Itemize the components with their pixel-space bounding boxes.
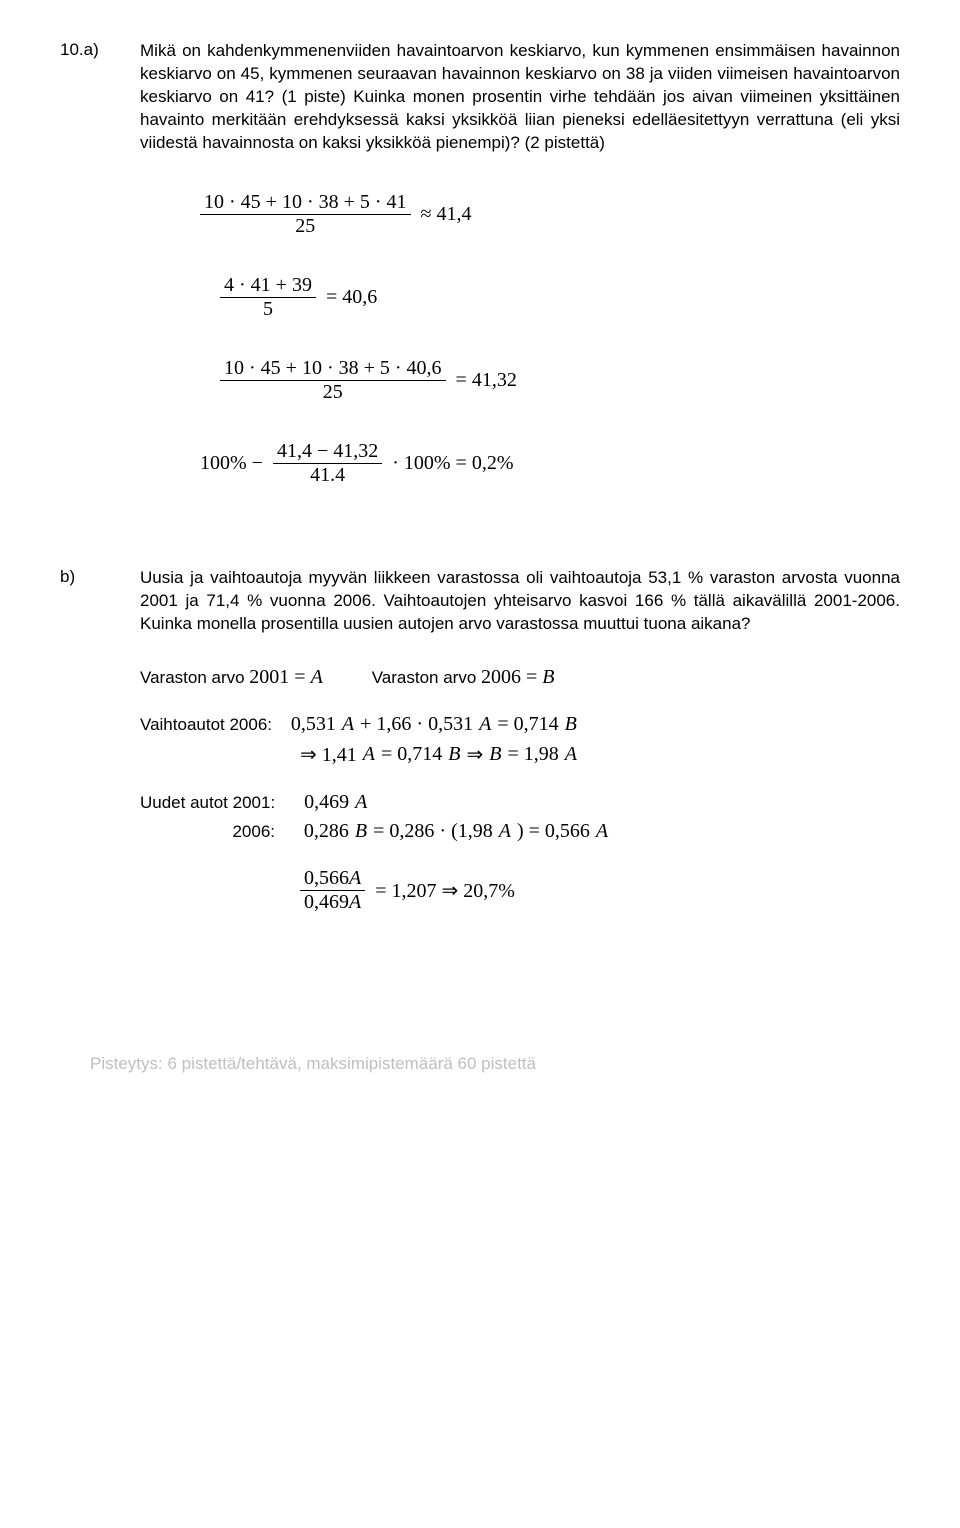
q10b-label: b) bbox=[60, 567, 100, 636]
q10b-uudet2: 2006: 0,286B = 0,286 · (1,98A) = 0,566A bbox=[140, 820, 900, 843]
vaihto-label: Vaihtoautot 2006: bbox=[140, 715, 272, 734]
uudet2-label: 2006: bbox=[140, 822, 275, 842]
uudet-label: Uudet autot 2001: bbox=[140, 793, 275, 812]
q10a-eq1: 10 · 45 + 10 · 38 + 5 · 41 25 ≈ 41,4 bbox=[140, 191, 900, 238]
q10a-eq3: 10 · 45 + 10 · 38 + 5 · 40,6 25 = 41,32 bbox=[140, 357, 900, 404]
footer-cutoff: Pisteytys: 6 pistettä/tehtävä, maksimipi… bbox=[90, 1054, 900, 1074]
q10a-label: 10.a) bbox=[60, 40, 140, 155]
q10b-uudet: Uudet autot 2001: 0,469A bbox=[140, 791, 900, 814]
varasto-a-eq: 2001 = A bbox=[249, 666, 323, 689]
q10b-row: b) Uusia ja vaihtoautoja myyvän liikkeen… bbox=[60, 567, 900, 636]
eq3-den: 25 bbox=[220, 381, 446, 404]
q10b-varasto: Varaston arvo 2001 = A Varaston arvo 200… bbox=[140, 666, 900, 689]
uudet2-eq: 0,286B = 0,286 · (1,98A) = 0,566A bbox=[304, 820, 608, 843]
final-rhs: = 1,207 ⇒ 20,7% bbox=[375, 878, 515, 903]
final-num: 0,566A bbox=[300, 867, 365, 891]
final-den: 0,469A bbox=[300, 891, 365, 914]
q10a-text: Mikä on kahdenkymmenenviiden havaintoarv… bbox=[140, 40, 900, 155]
q10b-vaihto: Vaihtoautot 2006: 0,531A + 1,66 · 0,531A… bbox=[140, 713, 900, 736]
eq3-num: 10 · 45 + 10 · 38 + 5 · 40,6 bbox=[220, 357, 446, 381]
varasto-b-eq: 2006 = B bbox=[481, 666, 555, 689]
q10a-eq2: 4 · 41 + 39 5 = 40,6 bbox=[140, 274, 900, 321]
vaihto2-eq: ⇒ 1,41A = 0,714B ⇒ B = 1,98A bbox=[300, 742, 577, 767]
q10b-vaihto2: ⇒ 1,41A = 0,714B ⇒ B = 1,98A bbox=[300, 742, 900, 767]
eq1-approx: ≈ 41,4 bbox=[421, 203, 472, 226]
vaihto-eq: 0,531A + 1,66 · 0,531A = 0,714B bbox=[291, 713, 577, 736]
eq1-den: 25 bbox=[200, 215, 411, 238]
eq4-num: 41,4 − 41,32 bbox=[273, 440, 382, 464]
varasto-a-label: Varaston arvo bbox=[140, 668, 249, 687]
eq4-lead: 100% − bbox=[200, 452, 263, 475]
eq3-rhs: = 41,32 bbox=[456, 369, 517, 392]
eq1-num: 10 · 45 + 10 · 38 + 5 · 41 bbox=[200, 191, 411, 215]
q10a-eq4: 100% − 41,4 − 41,32 41.4 · 100% = 0,2% bbox=[140, 440, 900, 487]
q10b-text: Uusia ja vaihtoautoja myyvän liikkeen va… bbox=[140, 567, 900, 636]
eq2-rhs: = 40,6 bbox=[326, 286, 377, 309]
q10a-row: 10.a) Mikä on kahdenkymmenenviiden havai… bbox=[60, 40, 900, 155]
uudet-eq: 0,469A bbox=[304, 791, 367, 814]
q10b-final: 0,566A 0,469A = 1,207 ⇒ 20,7% bbox=[300, 867, 900, 914]
eq4-rhs: · 100% = 0,2% bbox=[392, 452, 513, 475]
varasto-b-label: Varaston arvo bbox=[372, 668, 481, 687]
eq2-num: 4 · 41 + 39 bbox=[220, 274, 316, 298]
eq4-den: 41.4 bbox=[273, 464, 382, 487]
eq2-den: 5 bbox=[220, 298, 316, 321]
